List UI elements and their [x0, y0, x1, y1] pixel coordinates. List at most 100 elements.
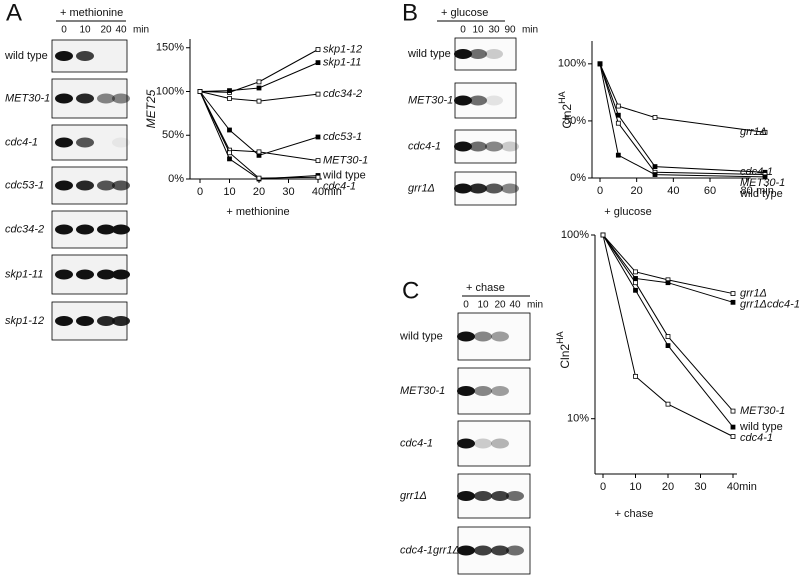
point: [633, 269, 638, 275]
lane-time: 10: [477, 300, 489, 311]
point: [615, 152, 621, 158]
point: [315, 47, 321, 52]
lane-time: 90: [504, 25, 516, 36]
band: [97, 224, 115, 235]
x-tick-label: 20: [662, 481, 674, 493]
band: [76, 51, 94, 61]
y-tick-label: 0%: [570, 172, 586, 184]
band: [55, 269, 73, 280]
band: [112, 137, 130, 148]
series-label: skp1-12: [323, 43, 362, 55]
strain-label: grr1Δ: [400, 490, 427, 502]
point: [315, 91, 321, 97]
series-line: [599, 63, 766, 176]
blot-condition: + glucose: [441, 7, 488, 19]
series-line: [602, 234, 734, 295]
band: [97, 316, 115, 326]
band: [506, 545, 524, 556]
series-line: [199, 91, 319, 156]
point: [762, 174, 768, 180]
band: [469, 183, 487, 194]
point: [615, 112, 621, 118]
point: [665, 343, 671, 348]
point: [256, 149, 262, 155]
point: [633, 373, 638, 379]
x-tick-label: 80: [741, 185, 753, 197]
point: [315, 174, 321, 180]
point: [652, 115, 658, 120]
y-tick-label: 0%: [168, 173, 184, 185]
band: [55, 51, 73, 61]
series-label: wild type: [739, 421, 783, 433]
strain-label: skp1-12: [5, 315, 44, 327]
x-tick-label: 60: [704, 185, 716, 197]
strain-label: grr1Δ: [408, 182, 435, 194]
y-tick-label: 10%: [567, 413, 589, 425]
x-axis-label: + chase: [615, 508, 654, 520]
lane-time: 40: [509, 300, 521, 311]
x-tick-label: 30: [694, 481, 706, 493]
x-tick-label: 40: [312, 186, 324, 198]
strain-label: wild type: [4, 50, 48, 62]
band: [97, 269, 115, 280]
x-axis-label: + glucose: [604, 206, 651, 218]
series-label: cdc4-1: [323, 180, 356, 192]
series-label: MET30-1: [740, 177, 785, 189]
band: [485, 141, 503, 152]
point: [730, 299, 736, 305]
series-line: [602, 234, 734, 437]
panel-letter: C: [402, 277, 419, 304]
point: [315, 134, 321, 140]
point: [227, 88, 232, 94]
panel-letter: A: [6, 0, 22, 26]
y-label-text: Cln2: [560, 104, 574, 129]
band: [454, 95, 472, 106]
point: [730, 434, 736, 439]
band: [55, 180, 73, 191]
x-tick-label: 30: [282, 186, 294, 198]
y-tick-label: 150%: [156, 42, 184, 54]
point: [256, 175, 262, 181]
band: [474, 386, 492, 396]
band: [454, 183, 472, 194]
y-tick-label: 100%: [561, 229, 589, 241]
band: [97, 180, 115, 191]
y-label-sup: HA: [555, 331, 565, 344]
y-tick-label: 50%: [162, 129, 184, 141]
band: [76, 316, 94, 326]
point: [652, 164, 658, 169]
x-tick-label: 0: [597, 185, 603, 197]
point: [730, 408, 736, 414]
point: [197, 89, 203, 94]
strain-label: wild type: [399, 330, 443, 342]
point: [665, 401, 671, 407]
band: [112, 269, 130, 280]
point: [633, 280, 638, 286]
band: [112, 93, 130, 104]
strain-label: cdc4-1: [400, 437, 433, 449]
band: [55, 316, 73, 326]
band: [469, 141, 487, 152]
band: [485, 183, 503, 194]
x-tick-label: 40: [667, 185, 679, 197]
band: [501, 141, 519, 152]
series-line: [602, 234, 734, 412]
point: [633, 287, 638, 293]
strain-label: skp1-11: [5, 268, 43, 280]
point: [730, 424, 736, 430]
lane-time: 20: [494, 300, 506, 311]
band: [491, 491, 509, 501]
band: [506, 491, 524, 501]
x-tick-label: 40: [727, 481, 739, 493]
x-tick-label: 20: [631, 185, 643, 197]
band: [491, 545, 509, 556]
point: [652, 172, 658, 177]
band: [112, 224, 130, 235]
series-label: cdc4-1: [740, 432, 773, 444]
point: [665, 334, 671, 339]
point: [315, 158, 321, 164]
x-tick-label: 10: [629, 481, 641, 493]
y-tick-label: 50%: [564, 115, 586, 127]
band: [474, 545, 492, 556]
band: [454, 49, 472, 59]
